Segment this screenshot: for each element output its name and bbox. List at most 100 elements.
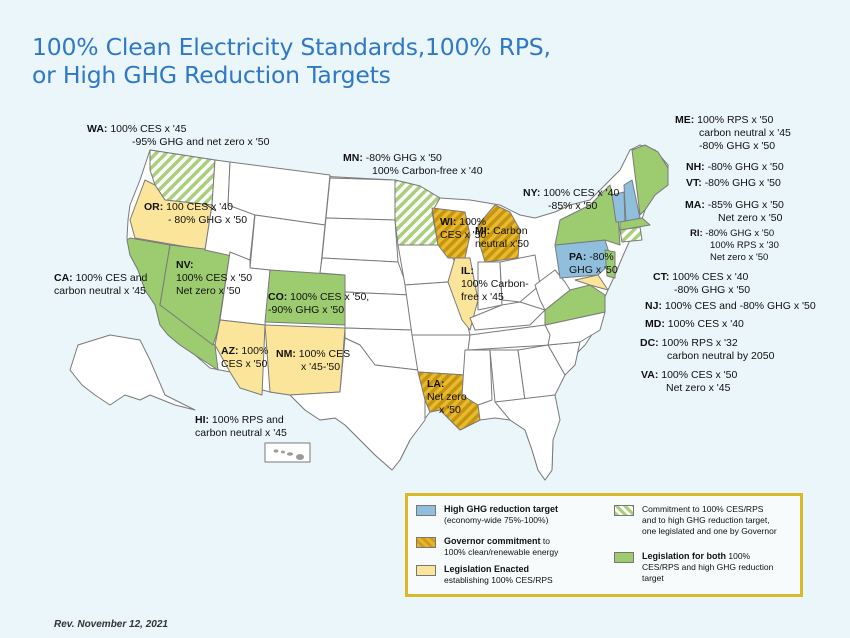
annotation-text: -80% GHG x '50 [705,228,775,239]
state-code: CT [653,271,666,283]
state-code: HI [195,414,206,426]
annotation-text: 100% CES x '50 [176,272,253,284]
title-line-2: or High GHG Reduction Targets [32,61,391,89]
state-hi [264,442,311,463]
annotation-ca: CA: 100% CES and carbon neutral x '45 [54,272,148,297]
annotation-text: 100% CES x '40 [543,187,620,199]
annotation-wa: WA: 100% CES x '45 -95% GHG and net zero… [87,123,270,148]
hawaii-islands [273,449,304,460]
state-code: MD [645,318,662,330]
legend-title-suffix: 100% [726,551,751,561]
legend-desc: one legislated and one by Governor [642,526,777,536]
annotation-text: Net zero x '45 [666,382,731,394]
annotation-text: free x '45 [461,291,504,303]
state-nj [604,249,616,279]
annotation-text: neutral x'50 [475,238,529,250]
annotation-co: CO: 100% CES x '50, -90% GHG x '50 [268,291,370,316]
annotation-text: -95% GHG and net zero x '50 [132,136,270,148]
state-ct [619,226,643,243]
annotation-text: -80% GHG x '50 [674,284,751,296]
annotation-text: -80% [589,251,614,263]
legend-desc: establishing 100% CES/RPS [444,575,553,585]
state-ms [461,349,493,406]
annotation-text: 100% CES x '40 [672,271,749,283]
state-tx [289,337,426,471]
state-code: PA [569,251,583,263]
legend-desc: Commitment to 100% CES/RPS [642,504,764,514]
state-code: NM [276,348,293,360]
annotation-text: Net zero [427,391,467,403]
annotation-text: 100% Carbon-free x '40 [372,165,483,177]
annotation-md: MD: 100% CES x '40 [645,318,744,330]
annotation-text: -85% x '50 [548,200,598,212]
annotation-text: carbon neutral by 2050 [667,350,775,362]
annotation-mi: MI: Carbon neutral x'50 [475,225,529,250]
annotation-text: 100% [241,345,269,357]
legend-title-suffix: to [540,536,550,546]
annotation-il: IL: 100% Carbon- free x '45 [461,265,529,303]
state-mi [477,204,521,263]
annotation-or: OR: 100 CES x '40 - 80% GHG x '50 [144,201,248,226]
state-code: MA [685,199,702,211]
legend-title: Legislation Enacted [444,564,530,574]
revision-date: Rev. November 12, 2021 [54,619,168,630]
annotation-text: x '50 [439,404,461,416]
legend-swatch-blue [416,505,436,516]
annotation-text: 100% CES x '45 [110,123,187,135]
legend-swatch-green-hatch [614,505,634,516]
legend: High GHG reduction target (economy-wide … [405,493,803,597]
state-code: VA [641,369,655,381]
state-code: NJ [645,300,659,312]
legend-desc: (economy-wide 75%-100%) [444,515,549,525]
legend-title: Governor commitment [444,536,541,546]
annotation-hi: HI: 100% RPS and carbon neutral x '45 [195,414,287,439]
state-md [574,274,609,291]
legend-desc: and to high GHG reduction target, [642,515,770,525]
state-code: NY [523,187,537,199]
legend-desc: target [642,573,664,583]
state-ak [69,334,196,411]
state-code: AZ [221,345,235,357]
state-nd [325,177,396,221]
state-code: RI [690,228,700,239]
annotation-text: Net zero x '50 [176,285,241,297]
legend-swatch-yellow [416,565,436,576]
legend-title: Legislation for both [642,551,726,561]
state-code: DC [640,337,656,349]
annotation-text: -80% GHG x '50 [707,161,784,173]
annotation-nm: NM: 100% CES x '45-'50 [276,348,351,373]
annotation-ny: NY: 100% CES x '40 -85% x '50 [523,187,620,212]
annotation-text: -85% GHG x '50 [707,199,784,211]
annotation-text: 100% [459,216,487,228]
annotation-text: 100% CES and [75,272,148,284]
annotation-text: x '45-'50 [301,361,341,373]
annotation-text: GHG x '50 [569,264,618,276]
annotation-wi: WI: 100% CES x '50 [440,216,487,241]
legend-title: High GHG reduction target [444,504,559,514]
annotation-pa: PA: -80% GHG x '50 [569,251,618,276]
state-oh [499,254,541,303]
state-code: CO [268,291,284,303]
annotation-dc: DC: 100% RPS x '32 carbon neutral by 205… [640,337,775,362]
state-code: LA [427,378,441,390]
annotation-me: ME: 100% RPS x '50 carbon neutral x '45 … [675,114,791,152]
annotation-nh: NH: -80% GHG x '50 [686,161,784,173]
annotation-text: 100% CES x '50 [661,369,738,381]
annotation-text: 100% CES x '40 [667,318,744,330]
annotation-text: -80% GHG x '50 [365,152,442,164]
legend-desc: 100% clean/renewable energy [444,547,559,557]
state-code: VT [686,177,699,189]
annotation-text: -80% GHG x '50 [699,140,776,152]
annotation-text: 100% CES [298,348,351,360]
state-il [447,257,479,331]
annotation-text: Net zero x '50 [718,212,783,224]
legend-swatch-gold-hatch [416,537,436,548]
state-ga [517,344,566,401]
state-fl [494,394,561,481]
annotation-text: 100 CES x '40 [166,201,233,213]
state-code: ME [675,114,691,126]
state-code: CA [54,272,70,284]
annotation-text: Net zero x '50 [710,252,769,263]
annotation-text: carbon neutral x '45 [195,427,287,439]
annotation-az: AZ: 100% CES x '50 [221,345,269,370]
